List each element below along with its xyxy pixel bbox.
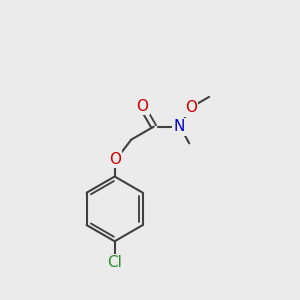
Text: O: O	[109, 152, 121, 167]
Text: O: O	[185, 100, 197, 115]
Text: O: O	[136, 99, 148, 114]
Text: N: N	[174, 119, 185, 134]
Text: Cl: Cl	[107, 255, 122, 270]
